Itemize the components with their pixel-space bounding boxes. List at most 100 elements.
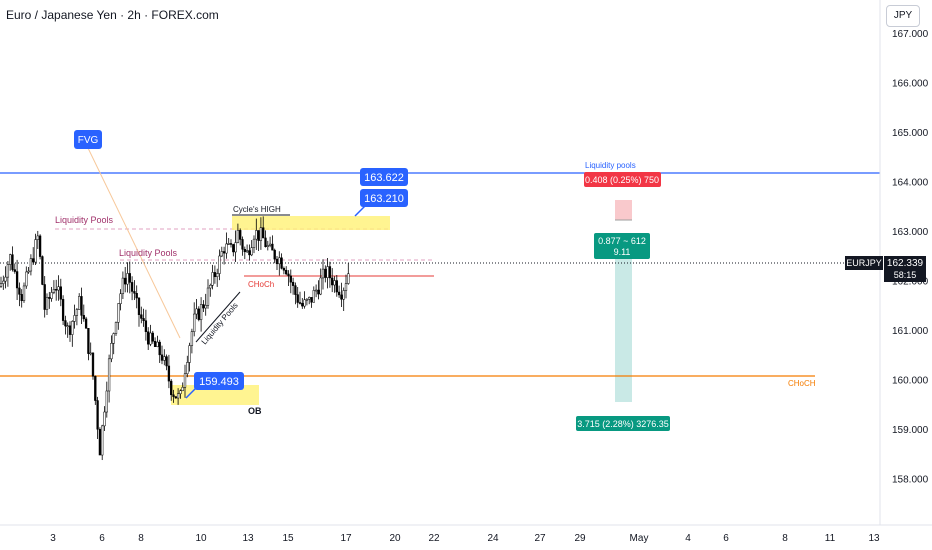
time-tick: 4	[685, 533, 691, 544]
time-tick: 17	[340, 533, 352, 544]
candle-body	[142, 318, 145, 321]
symbol-tag: EURJPY	[846, 258, 882, 268]
candle-body	[248, 250, 251, 256]
candle-body	[331, 277, 334, 286]
symbol-tag-bg	[845, 256, 883, 270]
candle-body	[124, 277, 127, 285]
candle-body	[78, 296, 81, 310]
mid-label-bg	[594, 233, 650, 259]
liquidity-pools-label-2: Liquidity Pools	[119, 248, 178, 258]
candle-body	[337, 291, 341, 296]
countdown-tag: 58:15	[894, 270, 917, 280]
candle-body	[91, 352, 95, 377]
price-tick: 167.000	[892, 29, 929, 40]
candle-body	[64, 320, 67, 327]
candle-body	[312, 290, 315, 303]
candle-body	[225, 243, 228, 254]
candle-body	[340, 294, 343, 300]
candle-body	[252, 238, 256, 248]
candle-body	[211, 272, 214, 286]
candle-body	[333, 280, 336, 286]
candle-body	[13, 269, 16, 272]
candle-body	[52, 289, 56, 293]
candle-body	[66, 325, 69, 327]
time-tick: 29	[574, 533, 586, 544]
fvg-line	[87, 147, 181, 339]
time-tick: 27	[534, 533, 546, 544]
time-tick: 20	[389, 533, 401, 544]
candle-body	[167, 365, 171, 382]
candle-body	[101, 425, 104, 456]
candle-body	[195, 308, 198, 315]
candle-body	[119, 293, 122, 304]
stop-label: 0.408 (0.25%) 750	[585, 175, 659, 185]
candle-body	[55, 289, 58, 291]
candle-body	[4, 276, 7, 282]
currency-button[interactable]: JPY	[886, 5, 920, 27]
candle-body	[36, 235, 39, 240]
price-callout-163210: 163.210	[364, 193, 404, 205]
candle-body	[296, 294, 299, 303]
candle-body	[190, 331, 194, 346]
price-callout-159493: 159.493	[199, 376, 239, 388]
candle-body	[105, 390, 108, 413]
candle-body	[43, 284, 46, 310]
candle-body	[25, 271, 28, 287]
candles	[0, 216, 350, 461]
time-tick: 24	[487, 533, 499, 544]
candle-body	[282, 268, 286, 271]
candle-body	[158, 341, 161, 356]
candle-body	[209, 284, 212, 289]
candle-body	[84, 318, 88, 329]
time-tick: 3	[50, 533, 56, 544]
last-price-tag-bg	[884, 256, 926, 282]
candle-body	[250, 247, 253, 256]
callout-arrow-low	[185, 387, 197, 399]
chart-title: Euro / Japanese Yen · 2h · FOREX.com	[6, 8, 219, 22]
candle-body	[183, 373, 187, 388]
candle-body	[262, 227, 265, 239]
fvg-label-bg	[74, 130, 102, 149]
candle-body	[135, 293, 138, 299]
candle-body	[216, 273, 219, 277]
candle-body	[130, 282, 134, 292]
price-tick: 163.000	[892, 227, 929, 238]
choch-red-label: CHoCh	[248, 280, 274, 289]
candle-body	[179, 390, 182, 395]
candle-body	[305, 299, 309, 301]
target-label-bg	[576, 416, 670, 431]
candle-body	[197, 308, 200, 320]
candle-body	[9, 254, 12, 265]
price-tick: 166.000	[892, 79, 929, 90]
price-tick: 159.000	[892, 425, 929, 436]
candle-body	[153, 341, 157, 347]
candle-body	[48, 297, 51, 299]
cycles-high-label: Cycle's HIGH	[233, 205, 281, 214]
time-axis[interactable]: 3 6 8 10 13 15 17 20 22 24 27 29 May 4 6 8 11 13	[50, 533, 880, 544]
price-callout-159493-bg	[194, 372, 244, 390]
candle-body	[245, 250, 249, 253]
candle-body	[163, 356, 166, 361]
time-tick: 22	[428, 533, 440, 544]
candle-body	[98, 428, 102, 456]
candle-body	[151, 332, 154, 342]
candle-body	[110, 343, 113, 360]
candle-body	[15, 271, 19, 289]
time-tick: 8	[138, 533, 144, 544]
candle-body	[114, 322, 118, 334]
candle-body	[174, 396, 177, 399]
candle-body	[202, 304, 205, 309]
candle-body	[112, 333, 115, 344]
candle-body	[107, 358, 111, 392]
mid-label-1: 0.877 ~ 612	[598, 236, 646, 246]
candle-body	[229, 243, 233, 245]
ob-label: OB	[248, 406, 262, 416]
candle-body	[266, 245, 269, 247]
candle-body	[188, 345, 191, 363]
candle-body	[22, 285, 26, 301]
candle-body	[61, 299, 65, 321]
candle-body	[213, 272, 217, 277]
candle-body	[287, 273, 290, 277]
liquidity-pools-label-1: Liquidity Pools	[55, 215, 114, 225]
